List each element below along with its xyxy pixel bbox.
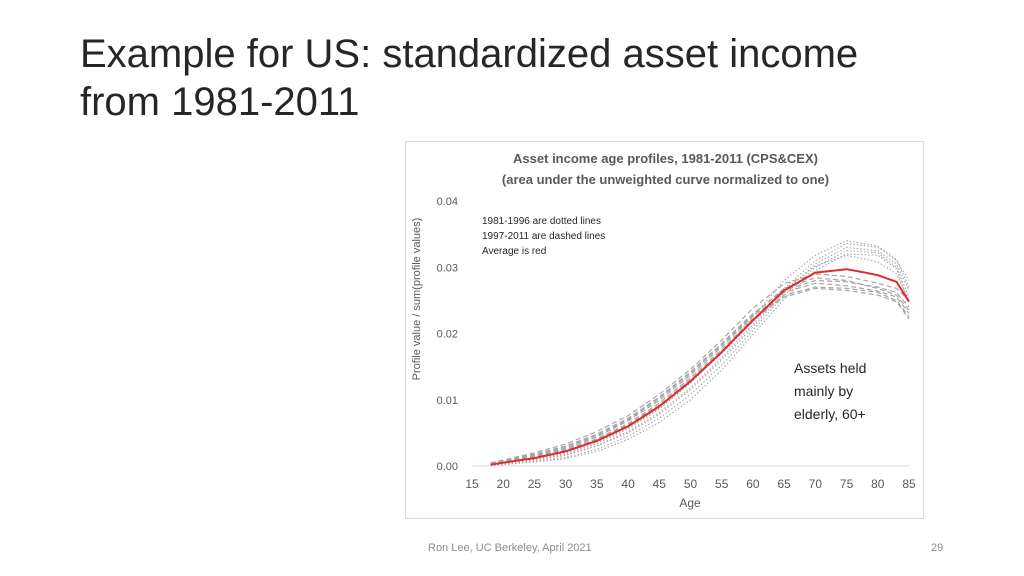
slide-title: Example for US: standardized asset incom… bbox=[80, 30, 980, 126]
chart-frame: Asset income age profiles, 1981-2011 (CP… bbox=[405, 141, 924, 519]
x-tick-label: 40 bbox=[621, 477, 635, 491]
dotted-series-line-5 bbox=[490, 242, 910, 465]
dotted-series-line-4 bbox=[490, 253, 910, 466]
annotation-line-3: elderly, 60+ bbox=[794, 406, 866, 422]
x-tick-labels: 15 20 25 30 35 40 45 50 55 60 65 70 75 80 85 bbox=[465, 477, 916, 491]
y-tick-label: 0.00 bbox=[437, 461, 458, 473]
average-profile bbox=[490, 268, 910, 466]
legend-note-average: Average is red bbox=[482, 246, 546, 257]
x-tick-label: 30 bbox=[559, 477, 573, 491]
dashed-series-line-2 bbox=[490, 282, 910, 465]
chart-title-line-2: (area under the unweighted curve normali… bbox=[502, 172, 829, 187]
dotted-series-line-6 bbox=[490, 254, 910, 466]
slide-title-line-2: from 1981-2011 bbox=[80, 80, 360, 124]
y-tick-label: 0.01 bbox=[437, 395, 458, 407]
chart-annotation: Assets held mainly by elderly, 60+ bbox=[794, 360, 866, 422]
annotation-line-2: mainly by bbox=[794, 383, 853, 399]
page-number: 29 bbox=[931, 542, 944, 554]
dashed-series-line-5 bbox=[490, 277, 910, 464]
y-tick-label: 0.03 bbox=[437, 262, 458, 274]
dotted-series-line-1 bbox=[490, 246, 910, 466]
legend-note-dashed: 1997-2011 are dashed lines bbox=[482, 231, 605, 242]
dotted-series-line-2 bbox=[490, 250, 910, 466]
year-profile-lines bbox=[490, 240, 910, 466]
y-tick-labels: 0.00 0.01 0.02 0.03 0.04 bbox=[437, 196, 458, 473]
average-series-line bbox=[490, 268, 910, 466]
x-tick-label: 35 bbox=[590, 477, 604, 491]
x-tick-label: 50 bbox=[684, 477, 698, 491]
x-tick-label: 65 bbox=[777, 477, 791, 491]
footer-credit: Ron Lee, UC Berkeley, April 2021 bbox=[428, 542, 592, 554]
x-tick-label: 85 bbox=[902, 477, 916, 491]
x-tick-label: 80 bbox=[871, 477, 885, 491]
asset-income-chart: Asset income age profiles, 1981-2011 (CP… bbox=[411, 151, 916, 510]
legend-note: 1981-1996 are dotted lines 1997-2011 are… bbox=[482, 216, 605, 257]
dashed-series-line-1 bbox=[490, 279, 910, 464]
annotation-line-1: Assets held bbox=[794, 360, 866, 376]
chart-title-line-1: Asset income age profiles, 1981-2011 (CP… bbox=[513, 151, 818, 166]
y-tick-label: 0.04 bbox=[437, 196, 458, 208]
x-tick-label: 70 bbox=[809, 477, 823, 491]
legend-note-dotted: 1981-1996 are dotted lines bbox=[482, 216, 601, 227]
x-tick-label: 45 bbox=[653, 477, 667, 491]
y-tick-label: 0.02 bbox=[437, 329, 458, 341]
x-tick-label: 75 bbox=[840, 477, 854, 491]
x-tick-label: 60 bbox=[746, 477, 760, 491]
x-tick-label: 20 bbox=[497, 477, 511, 491]
slide-title-line-1: Example for US: standardized asset incom… bbox=[80, 32, 859, 76]
y-axis-label: Profile value / sum(profile values) bbox=[411, 218, 423, 381]
x-tick-label: 15 bbox=[465, 477, 479, 491]
dashed-series-line-4 bbox=[490, 286, 910, 465]
x-axis-label: Age bbox=[679, 496, 701, 510]
x-tick-label: 55 bbox=[715, 477, 729, 491]
dotted-series-line-3 bbox=[490, 240, 910, 466]
x-tick-label: 25 bbox=[528, 477, 542, 491]
dashed-series-line-6 bbox=[490, 287, 910, 466]
